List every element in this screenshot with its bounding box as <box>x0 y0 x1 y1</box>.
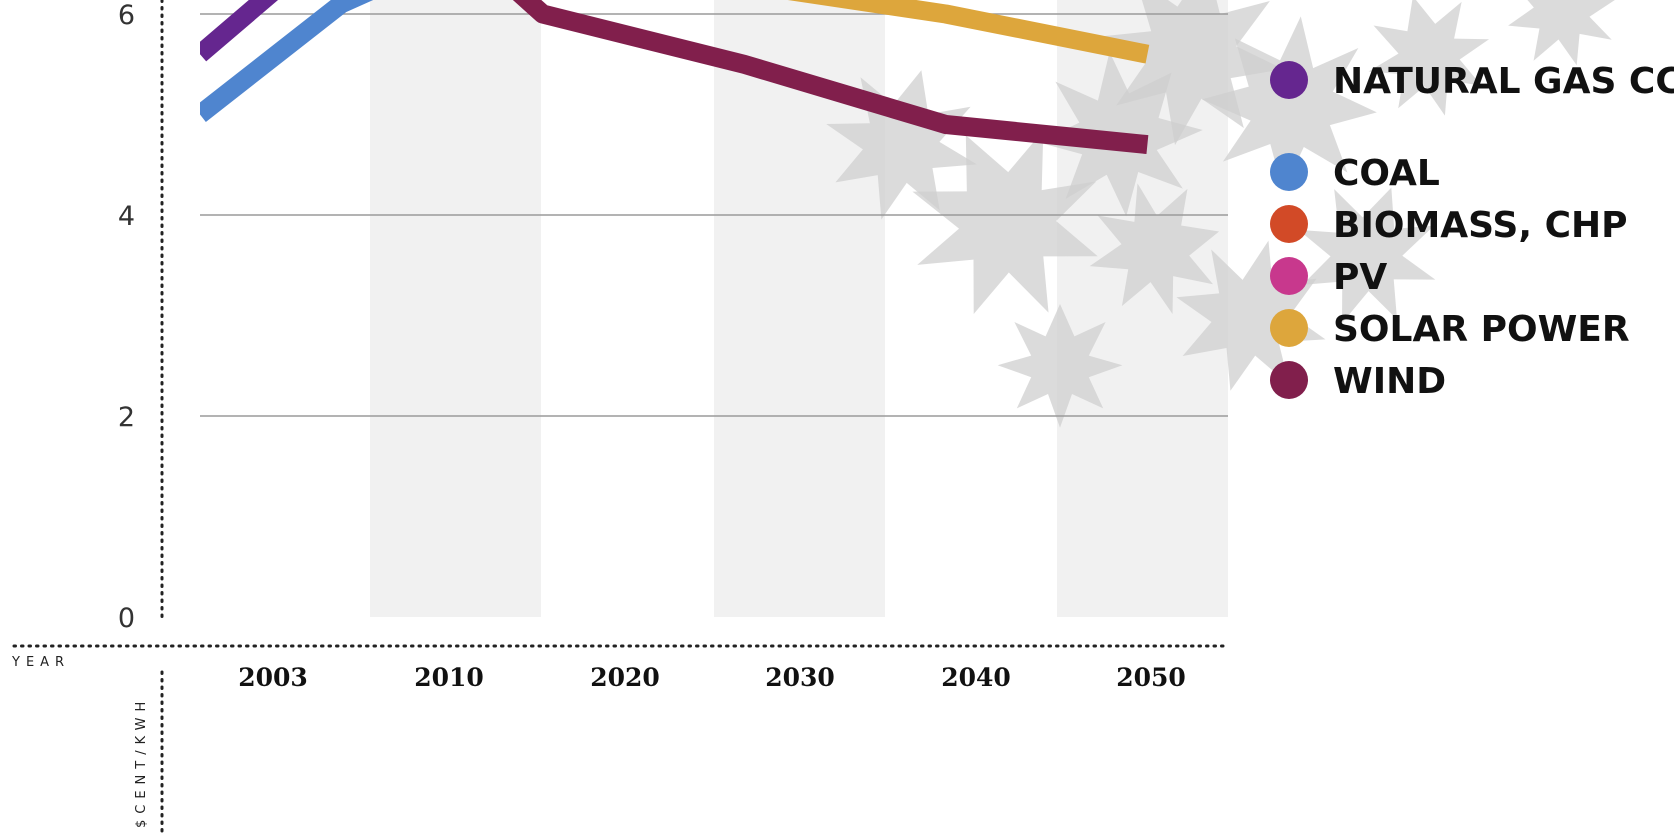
y-tick-label: 2 <box>118 402 135 433</box>
x-tick-label: 2040 <box>941 663 1011 692</box>
legend-label-solar-power: SOLAR POWER <box>1333 309 1630 350</box>
series-layer <box>200 0 1150 155</box>
legend-label-wind: WIND <box>1333 361 1446 402</box>
legend-swatch-solar-power <box>1270 309 1308 347</box>
leaf-shape-11 <box>1089 183 1220 314</box>
legend-label-natural-gas-cc: NATURAL GAS CC <box>1333 61 1674 102</box>
legend-swatch-pv <box>1270 257 1308 295</box>
legend-label-pv: PV <box>1333 257 1387 298</box>
year-band-layer <box>370 0 1228 617</box>
legend-swatch-wind <box>1270 361 1308 399</box>
x-tick-label: 2050 <box>1116 663 1186 692</box>
series-line-solar-power <box>787 0 1150 64</box>
leaf-shape-1 <box>826 70 977 220</box>
leaf-shape-4 <box>1099 0 1284 146</box>
legend: NATURAL GAS CC COAL BIOMASS, CHP PV SOLAR PO… <box>1270 61 1674 402</box>
leaf-shape-2 <box>912 130 1098 315</box>
legend-swatch-natural-gas-cc <box>1270 61 1308 99</box>
y-tick-label: 4 <box>118 201 135 232</box>
x-axis-title: YEAR <box>11 655 70 670</box>
leaf-decoration <box>826 0 1619 428</box>
x-tick-label: 2010 <box>414 663 484 692</box>
y-axis-title: $CENT/KWH <box>134 696 149 828</box>
grid-layer <box>200 13 1228 417</box>
leaf-shape-7 <box>1176 240 1326 391</box>
legend-swatch-coal <box>1270 153 1308 191</box>
x-tick-label: 2003 <box>238 663 308 692</box>
axis-layer: 024681012200320102020203020402050 <box>12 0 1230 833</box>
y-tick-label: 0 <box>118 603 135 634</box>
y-tick-label: 6 <box>118 0 135 31</box>
legend-label-biomass-chp: BIOMASS, CHP <box>1333 205 1628 246</box>
leaf-shape-9 <box>1508 0 1619 66</box>
leaf-shape-8 <box>1368 0 1490 116</box>
x-tick-label: 2020 <box>590 663 660 692</box>
legend-label-coal: COAL <box>1333 153 1440 194</box>
legend-swatch-biomass-chp <box>1270 205 1308 243</box>
leaf-shape-5 <box>1201 16 1377 192</box>
series-line-wind <box>512 0 1149 155</box>
leaf-shape-10 <box>997 304 1123 428</box>
x-tick-label: 2030 <box>765 663 835 692</box>
series-line-coal <box>200 0 374 122</box>
leaf-shape-6 <box>1298 187 1436 324</box>
year-band-1 <box>370 0 541 617</box>
